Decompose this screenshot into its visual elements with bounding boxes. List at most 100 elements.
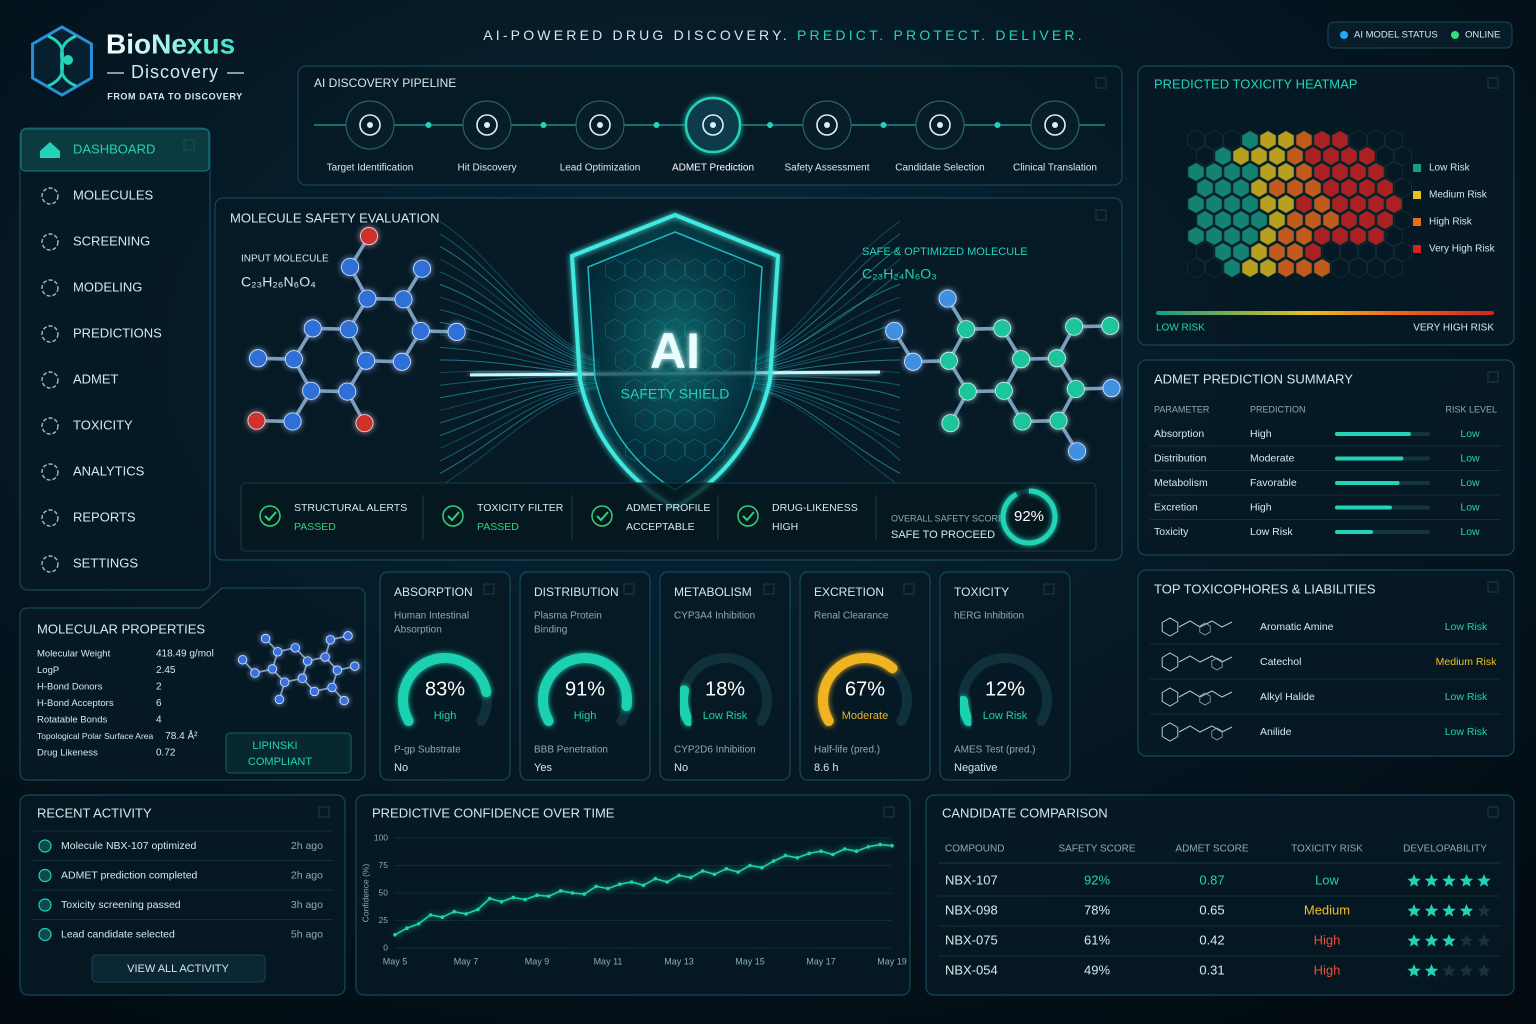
molecule-atom — [1012, 350, 1031, 369]
nav-active — [20, 128, 210, 172]
mini-structure — [1211, 657, 1223, 671]
shield-hex — [685, 258, 705, 282]
panel-corner — [483, 583, 495, 595]
nav-item[interactable]: MODELING — [41, 279, 142, 297]
pipeline-icon — [816, 114, 838, 136]
panel-corner — [1043, 583, 1055, 595]
data-point — [854, 849, 859, 853]
property-value: 6 — [156, 698, 162, 709]
heatmap-cell — [1304, 177, 1322, 199]
heatmap-cell — [1313, 225, 1331, 247]
data-point — [405, 926, 409, 930]
legend-swatch — [1413, 164, 1421, 172]
toxicophore-risk: Low Risk — [1445, 621, 1488, 633]
nav-item[interactable]: DASHBOARD — [20, 128, 210, 172]
data-point — [487, 896, 492, 901]
molecule-atom — [338, 382, 357, 401]
nav-item[interactable]: ANALYTICS — [41, 463, 145, 481]
view-all-button[interactable]: VIEW ALL ACTIVITY — [91, 954, 266, 983]
brand-sub: Discovery — [131, 62, 219, 82]
molecule-atom — [355, 414, 374, 433]
molecule-atom — [341, 257, 360, 276]
shield-hex — [645, 318, 665, 342]
shield-hex — [705, 318, 725, 342]
heatmap-cell-empty — [1384, 161, 1404, 183]
pipeline-icon — [589, 114, 611, 136]
y-tick-label: 75 — [379, 860, 389, 870]
nav-item[interactable]: REPORTS — [41, 509, 136, 527]
pipeline-icon — [929, 114, 951, 136]
shield-sub: SAFETY SHIELD — [621, 386, 730, 402]
molecule-atom — [1065, 317, 1084, 336]
data-point — [771, 859, 776, 863]
data-point — [653, 876, 658, 881]
molecule-atom — [339, 320, 358, 339]
parameter: Metabolism — [1154, 477, 1208, 489]
shield-hex — [665, 378, 685, 402]
data-point — [760, 865, 764, 870]
heatmap-cell-empty — [1393, 241, 1413, 263]
molecule-atom — [1068, 442, 1087, 461]
data-point — [558, 889, 563, 893]
heatmap-cell-empty — [1384, 225, 1404, 247]
heatmap-cell — [1187, 161, 1205, 183]
metric-card — [799, 571, 931, 781]
heatmap-cell-empty — [1195, 145, 1215, 167]
property-value: 2 — [156, 682, 162, 693]
nav-label: TOXICITY — [73, 417, 133, 432]
heatmap-cell — [1214, 209, 1232, 231]
legend-swatch — [1413, 218, 1421, 226]
pipeline-dot — [994, 122, 1001, 128]
card-subtitle: Human Intestinal — [394, 611, 469, 622]
card-title: EXCRETION — [814, 585, 884, 599]
parameter: Excretion — [1154, 501, 1198, 513]
nav-item[interactable]: SETTINGS — [41, 555, 138, 573]
card-footer-value: 8.6 h — [814, 762, 838, 774]
sidebar — [19, 127, 211, 591]
molecule-atom — [273, 647, 283, 657]
panel-corner — [903, 583, 915, 595]
toxicity-risk: Medium — [1304, 902, 1350, 917]
data-point — [416, 922, 421, 926]
molecule — [237, 631, 360, 706]
heatmap-cell — [1277, 257, 1295, 279]
status-value: ONLINE — [1465, 30, 1500, 41]
shield-hex — [695, 288, 715, 312]
data-point — [819, 849, 823, 853]
data-point — [665, 880, 669, 884]
panel-corner — [1095, 77, 1107, 89]
shield-hex — [705, 258, 725, 282]
brand-tagline: FROM DATA TO DISCOVERY — [107, 91, 243, 101]
shield-hex — [625, 258, 645, 282]
energy-stream — [439, 388, 601, 487]
card-subtitle: Absorption — [394, 625, 442, 636]
nav-item[interactable]: ADMET — [41, 371, 119, 389]
nav-item[interactable]: PREDICTIONS — [41, 325, 162, 343]
toxicity-risk: Low — [1315, 872, 1339, 887]
gauge-status: High — [434, 710, 457, 722]
gauge-arc — [538, 653, 632, 726]
heatmap-cell — [1277, 225, 1295, 247]
chart-panel — [355, 794, 911, 996]
molecule-atom — [411, 321, 430, 340]
nav-item[interactable]: TOXICITY — [41, 417, 133, 435]
shield-hex — [645, 258, 665, 282]
risk-level: Low — [1460, 452, 1480, 464]
property-value: 2.45 — [156, 665, 176, 676]
heatmap-cell — [1223, 257, 1241, 279]
data-point — [629, 880, 634, 884]
check-status: PASSED — [294, 521, 336, 533]
nav-item[interactable]: SCREENING — [41, 233, 150, 251]
nav-label: ANALYTICS — [73, 463, 145, 478]
bar — [1335, 530, 1373, 534]
shield-hex — [635, 408, 655, 432]
prediction: High — [1250, 428, 1272, 440]
gauge-arc — [398, 653, 492, 726]
nav-icon — [41, 187, 59, 205]
risk-level: Low — [1460, 428, 1480, 440]
heatmap-cell — [1295, 257, 1313, 279]
prediction: Moderate — [1250, 452, 1295, 464]
nav-item[interactable]: MOLECULES — [41, 187, 154, 205]
card-subtitle: Binding — [534, 625, 567, 636]
heatmap-cell-empty — [1204, 257, 1224, 279]
